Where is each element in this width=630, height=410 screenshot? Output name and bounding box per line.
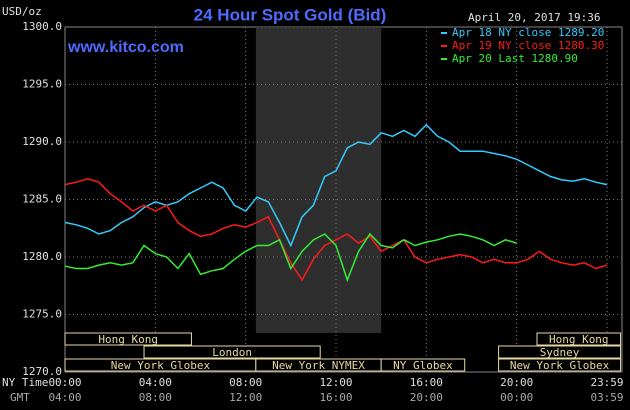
x-tick-label: 08:00 [229, 376, 262, 389]
session-bar [536, 332, 622, 346]
y-axis-label: USD/oz [2, 5, 42, 18]
x-tick-label: 23:59 [590, 376, 623, 389]
session-label: Sydney [540, 346, 580, 359]
session-bar [64, 332, 192, 346]
chart-title: 24 Hour Spot Gold (Bid) [194, 5, 387, 24]
x2-tick-label: 00:00 [500, 391, 533, 404]
session-label: London [212, 346, 252, 359]
x-tick-label: 20:00 [500, 376, 533, 389]
y-tick-label: 1270.0 [22, 365, 62, 378]
y-tick-label: 1285.0 [22, 193, 62, 206]
x-tick-label: 00:00 [48, 376, 81, 389]
x2-tick-label: 03:59 [590, 391, 623, 404]
y-tick-label: 1275.0 [22, 308, 62, 321]
site-label: www.kitco.com [67, 39, 184, 56]
chart-date: April 20, 2017 19:36 [468, 11, 600, 24]
session-label: New York Globex [510, 359, 610, 372]
session-bar [498, 345, 622, 359]
price-line [64, 178, 608, 282]
session-label: NY Globex [393, 359, 453, 372]
legend-entry: Apr 18 NY close 1289.20 [452, 26, 604, 39]
x2-tick-label: 16:00 [319, 391, 352, 404]
x2-axis-label: GMT [10, 391, 30, 404]
y-tick-label: 1295.0 [22, 78, 62, 91]
price-line [64, 123, 608, 248]
session-label: New York Globex [111, 359, 211, 372]
x2-tick-label: 20:00 [410, 391, 443, 404]
x-tick-label: 12:00 [319, 376, 352, 389]
session-bar [380, 358, 466, 372]
price-line [64, 232, 517, 283]
plot-layer [64, 26, 623, 373]
y-tick-label: 1280.0 [22, 250, 62, 263]
x-axis-label: NY Time [2, 376, 48, 389]
session-bar [498, 358, 622, 372]
y-tick-label: 1290.0 [22, 135, 62, 148]
x-tick-label: 04:00 [139, 376, 172, 389]
session-label: Hong Kong [98, 333, 158, 346]
x2-tick-label: 12:00 [229, 391, 262, 404]
x-tick-label: 16:00 [410, 376, 443, 389]
session-bar [143, 345, 321, 359]
session-shade [255, 27, 382, 333]
session-label: New York NYMEX [272, 359, 365, 372]
session-label: Hong Kong [549, 333, 609, 346]
legend-entry: Apr 20 Last 1280.90 [452, 52, 578, 65]
legend-entry: Apr 19 NY close 1280.30 [452, 39, 604, 52]
y-tick-label: 1300.0 [22, 20, 62, 33]
x2-tick-label: 08:00 [139, 391, 172, 404]
x2-tick-label: 04:00 [48, 391, 81, 404]
